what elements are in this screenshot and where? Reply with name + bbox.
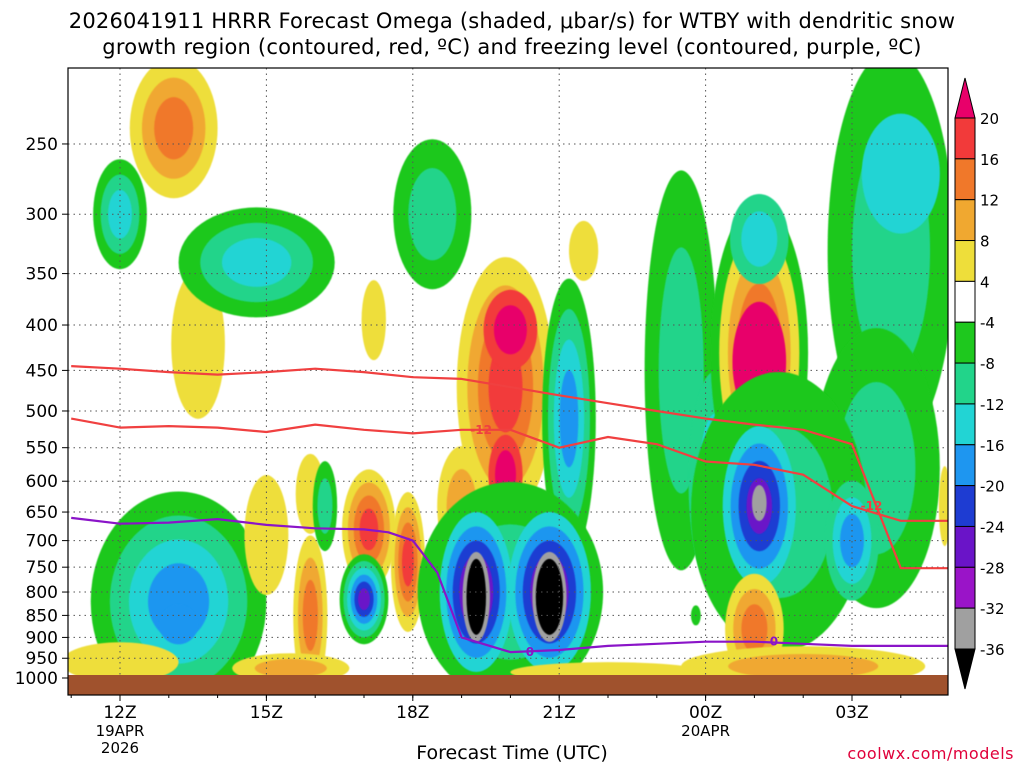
- omega-shade-region: [728, 653, 879, 679]
- colorbar-band: [954, 403, 976, 446]
- colorbar-band: [954, 240, 976, 282]
- x-tick-label: 15Z: [250, 703, 283, 723]
- colorbar-tick-label: 16: [980, 151, 999, 169]
- y-tick-label: 800: [26, 583, 58, 603]
- omega-shade-region: [568, 220, 599, 281]
- colorbar-tick-label: -32: [980, 600, 1005, 618]
- grid-lines: [68, 68, 948, 675]
- contour-label: 0: [526, 645, 534, 659]
- x-tick-label: 12Z: [103, 703, 136, 723]
- x-tick-label: 00Z: [689, 703, 722, 723]
- colorbar-band: [954, 321, 976, 364]
- colorbar-tick-label: 8: [980, 233, 990, 251]
- colorbar-bottom-arrow: [954, 648, 976, 690]
- omega-shade-region: [938, 466, 948, 547]
- y-tick-label: 650: [26, 503, 58, 523]
- omega-shade-region: [493, 305, 527, 355]
- colorbar-band: [954, 444, 976, 487]
- y-tick-label: 750: [26, 558, 58, 578]
- contour-line: [71, 417, 948, 522]
- colorbar-band: [954, 566, 976, 609]
- contour-label: 0: [770, 635, 778, 649]
- colorbar-band: [954, 485, 976, 527]
- colorbar-tick-label: -36: [980, 641, 1005, 659]
- x-date-label: 19APR: [96, 722, 145, 740]
- colorbar-tick-label: -28: [980, 559, 1005, 577]
- colorbar-top-arrow: [954, 77, 976, 119]
- omega-shade-region: [751, 485, 767, 522]
- y-tick-label: 300: [26, 205, 58, 225]
- contour-label: -12: [470, 423, 492, 437]
- omega-shade-region: [741, 604, 768, 654]
- y-tick-label: 900: [26, 628, 58, 648]
- terrain-ground: [68, 675, 948, 695]
- y-tick-label: 950: [26, 649, 58, 669]
- colorbar-band: [954, 607, 976, 650]
- omega-shade-region: [741, 211, 778, 267]
- colorbar-tick-label: -16: [980, 437, 1005, 455]
- y-tick-label: 350: [26, 265, 58, 285]
- omega-shade-region: [535, 558, 564, 635]
- colorbar-band: [954, 362, 976, 405]
- x-tick-label: 18Z: [396, 703, 429, 723]
- y-tick-label: 1000: [15, 669, 58, 689]
- omega-shade-region: [244, 475, 289, 596]
- y-tick-label: 400: [26, 316, 58, 336]
- colorbar-tick-label: -20: [980, 478, 1005, 496]
- y-tick-label: 250: [26, 135, 58, 155]
- temperature-contours: -12 -12 0 0: [71, 365, 948, 659]
- y-tick-label: 850: [26, 606, 58, 626]
- colorbar-tick-label: 12: [980, 192, 999, 210]
- colorbar-band: [954, 158, 976, 201]
- omega-shading: [68, 68, 948, 695]
- x-date-label: 20APR: [681, 722, 730, 740]
- y-tick-label: 500: [26, 402, 58, 422]
- omega-shade-region: [108, 189, 132, 239]
- colorbar-tick-label: 4: [980, 273, 990, 291]
- omega-shade-region: [361, 280, 386, 361]
- colorbar-tick-label: -12: [980, 396, 1005, 414]
- omega-shade-region: [159, 604, 199, 645]
- contour-label: -12: [861, 499, 883, 513]
- colorbar-band: [954, 117, 976, 160]
- y-axis: 2503003504004505005506006507007508008509…: [15, 135, 68, 689]
- omega-shade-region: [317, 478, 333, 534]
- omega-shade-region: [254, 659, 327, 678]
- plot-frame: [67, 67, 949, 696]
- colorbar-band: [954, 280, 976, 323]
- omega-shade-region: [221, 237, 292, 287]
- omega-shade-region: [559, 369, 579, 468]
- omega-shade-region: [861, 113, 940, 234]
- colorbar-tick-label: -8: [980, 355, 995, 373]
- contour-line: [71, 365, 948, 570]
- colorbar-tick-label: 20: [980, 110, 999, 128]
- y-tick-label: 600: [26, 472, 58, 492]
- omega-shade-region: [840, 513, 864, 568]
- omega-shade-region: [401, 537, 414, 587]
- x-axis-label: Forecast Time (UTC): [416, 742, 608, 764]
- colorbar-band: [954, 525, 976, 568]
- omega-shade-region: [154, 97, 194, 160]
- omega-shade-region: [466, 558, 486, 635]
- y-tick-label: 550: [26, 439, 58, 459]
- chart-title: 2026041911 HRRR Forecast Omega (shaded, …: [68, 9, 956, 59]
- omega-shade-region: [358, 588, 370, 611]
- credit-text: coolwx.com/models: [847, 744, 1014, 763]
- x-tick-label: 03Z: [835, 703, 868, 723]
- y-tick-label: 700: [26, 532, 58, 552]
- x-year-label: 2026: [101, 739, 139, 757]
- colorbar-band: [954, 199, 976, 242]
- colorbar-tick-label: -24: [980, 518, 1005, 536]
- colorbar: 20 16 12 8 4 -4 -8 -12 -16 -20 -24 -28 -32 -36: [954, 77, 1005, 690]
- y-tick-label: 450: [26, 361, 58, 381]
- x-tick-label: 21Z: [543, 703, 576, 723]
- omega-shade-region: [68, 642, 179, 683]
- colorbar-tick-label: -4: [980, 314, 995, 332]
- contour-line: [71, 516, 948, 654]
